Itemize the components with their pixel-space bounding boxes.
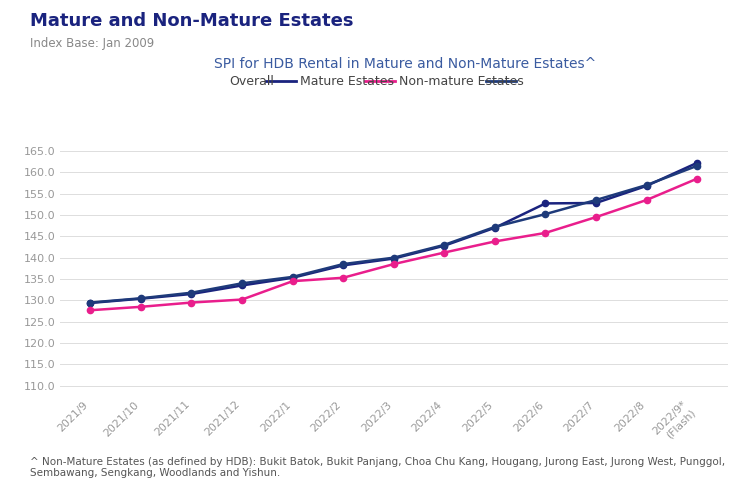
Mature Estates — [187, 290, 196, 296]
Mature Estates — [490, 224, 500, 230]
Overall — [440, 243, 448, 248]
Mature Estates — [86, 300, 94, 306]
Text: ^ Non-Mature Estates (as defined by HDB): Bukit Batok, Bukit Panjang, Choa Chu K: ^ Non-Mature Estates (as defined by HDB)… — [30, 457, 725, 478]
Mature Estates — [389, 255, 398, 261]
Overall — [389, 255, 398, 261]
Overall — [541, 201, 550, 207]
Non-mature Estates — [490, 239, 500, 245]
Overall — [642, 183, 651, 189]
Line: Mature Estates: Mature Estates — [87, 163, 700, 306]
Mature Estates — [238, 281, 247, 286]
Overall — [187, 291, 196, 297]
Non-mature Estates — [389, 261, 398, 267]
Mature Estates — [136, 295, 146, 301]
Mature Estates — [339, 261, 348, 267]
Overall — [693, 160, 702, 166]
Non-mature Estates — [288, 278, 297, 284]
Text: SPI for HDB Rental in Mature and Non-Mature Estates^: SPI for HDB Rental in Mature and Non-Mat… — [214, 57, 596, 70]
Text: Overall: Overall — [229, 75, 274, 88]
Line: Non-mature Estates: Non-mature Estates — [87, 176, 700, 314]
Overall — [86, 300, 94, 306]
Non-mature Estates — [339, 275, 348, 281]
Overall — [490, 225, 500, 231]
Non-mature Estates — [238, 297, 247, 303]
Non-mature Estates — [86, 307, 94, 313]
Non-mature Estates — [592, 214, 601, 220]
Overall — [136, 296, 146, 302]
Overall — [592, 200, 601, 206]
Text: Mature and Non-Mature Estates: Mature and Non-Mature Estates — [30, 12, 353, 31]
Mature Estates — [693, 163, 702, 169]
Non-mature Estates — [693, 176, 702, 181]
Line: Overall: Overall — [87, 160, 700, 306]
Mature Estates — [288, 274, 297, 280]
Overall — [288, 275, 297, 281]
Non-mature Estates — [642, 197, 651, 203]
Mature Estates — [541, 211, 550, 217]
Non-mature Estates — [541, 230, 550, 236]
Text: Mature Estates: Mature Estates — [300, 75, 394, 88]
Mature Estates — [440, 242, 448, 248]
Mature Estates — [642, 182, 651, 188]
Overall — [238, 282, 247, 288]
Text: Non-mature Estates: Non-mature Estates — [399, 75, 524, 88]
Non-mature Estates — [440, 249, 448, 255]
Overall — [339, 262, 348, 268]
Non-mature Estates — [187, 300, 196, 306]
Mature Estates — [592, 197, 601, 203]
Non-mature Estates — [136, 304, 146, 310]
Text: Index Base: Jan 2009: Index Base: Jan 2009 — [30, 37, 154, 50]
